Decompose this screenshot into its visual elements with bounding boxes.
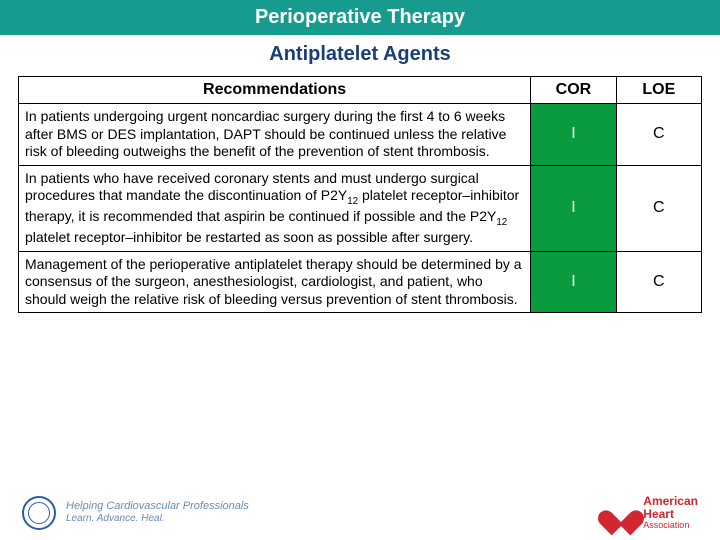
aha-line2: Heart xyxy=(643,507,674,521)
footer-right: American Heart Association xyxy=(607,495,698,530)
loe-cell: C xyxy=(616,165,701,251)
header-loe: LOE xyxy=(616,77,701,104)
cor-cell: I xyxy=(531,165,616,251)
table-header-row: Recommendations COR LOE xyxy=(19,77,702,104)
loe-cell: C xyxy=(616,104,701,166)
footer: Helping Cardiovascular Professionals Lea… xyxy=(0,495,720,530)
table-row: Management of the perioperative antiplat… xyxy=(19,251,702,313)
table-row: In patients who have received coronary s… xyxy=(19,165,702,251)
table-row: In patients undergoing urgent noncardiac… xyxy=(19,104,702,166)
recommendation-cell: In patients who have received coronary s… xyxy=(19,165,531,251)
recommendations-table-wrap: Recommendations COR LOE In patients unde… xyxy=(18,76,702,313)
aha-torch-icon xyxy=(620,496,622,516)
acc-tagline: Helping Cardiovascular Professionals Lea… xyxy=(66,500,249,525)
cor-cell: I xyxy=(531,104,616,166)
footer-left: Helping Cardiovascular Professionals Lea… xyxy=(22,496,249,530)
recommendation-cell: Management of the perioperative antiplat… xyxy=(19,251,531,313)
subtitle: Antiplatelet Agents xyxy=(0,35,720,76)
page-title: Perioperative Therapy xyxy=(255,6,465,28)
loe-cell: C xyxy=(616,251,701,313)
aha-heart-icon xyxy=(607,500,635,526)
header-cor: COR xyxy=(531,77,616,104)
title-bar: Perioperative Therapy xyxy=(0,0,720,35)
acc-seal-icon xyxy=(22,496,56,530)
subtitle-text: Antiplatelet Agents xyxy=(269,43,451,65)
header-recommendations: Recommendations xyxy=(19,77,531,104)
cor-cell: I xyxy=(531,251,616,313)
recommendations-table: Recommendations COR LOE In patients unde… xyxy=(18,76,702,313)
recommendation-cell: In patients undergoing urgent noncardiac… xyxy=(19,104,531,166)
aha-logo-text: American Heart Association xyxy=(643,495,698,530)
acc-line1: Helping Cardiovascular Professionals xyxy=(66,500,249,513)
aha-line3: Association xyxy=(643,521,698,530)
table-body: In patients undergoing urgent noncardiac… xyxy=(19,104,702,313)
acc-line2: Learn. Advance. Heal. xyxy=(66,513,249,525)
